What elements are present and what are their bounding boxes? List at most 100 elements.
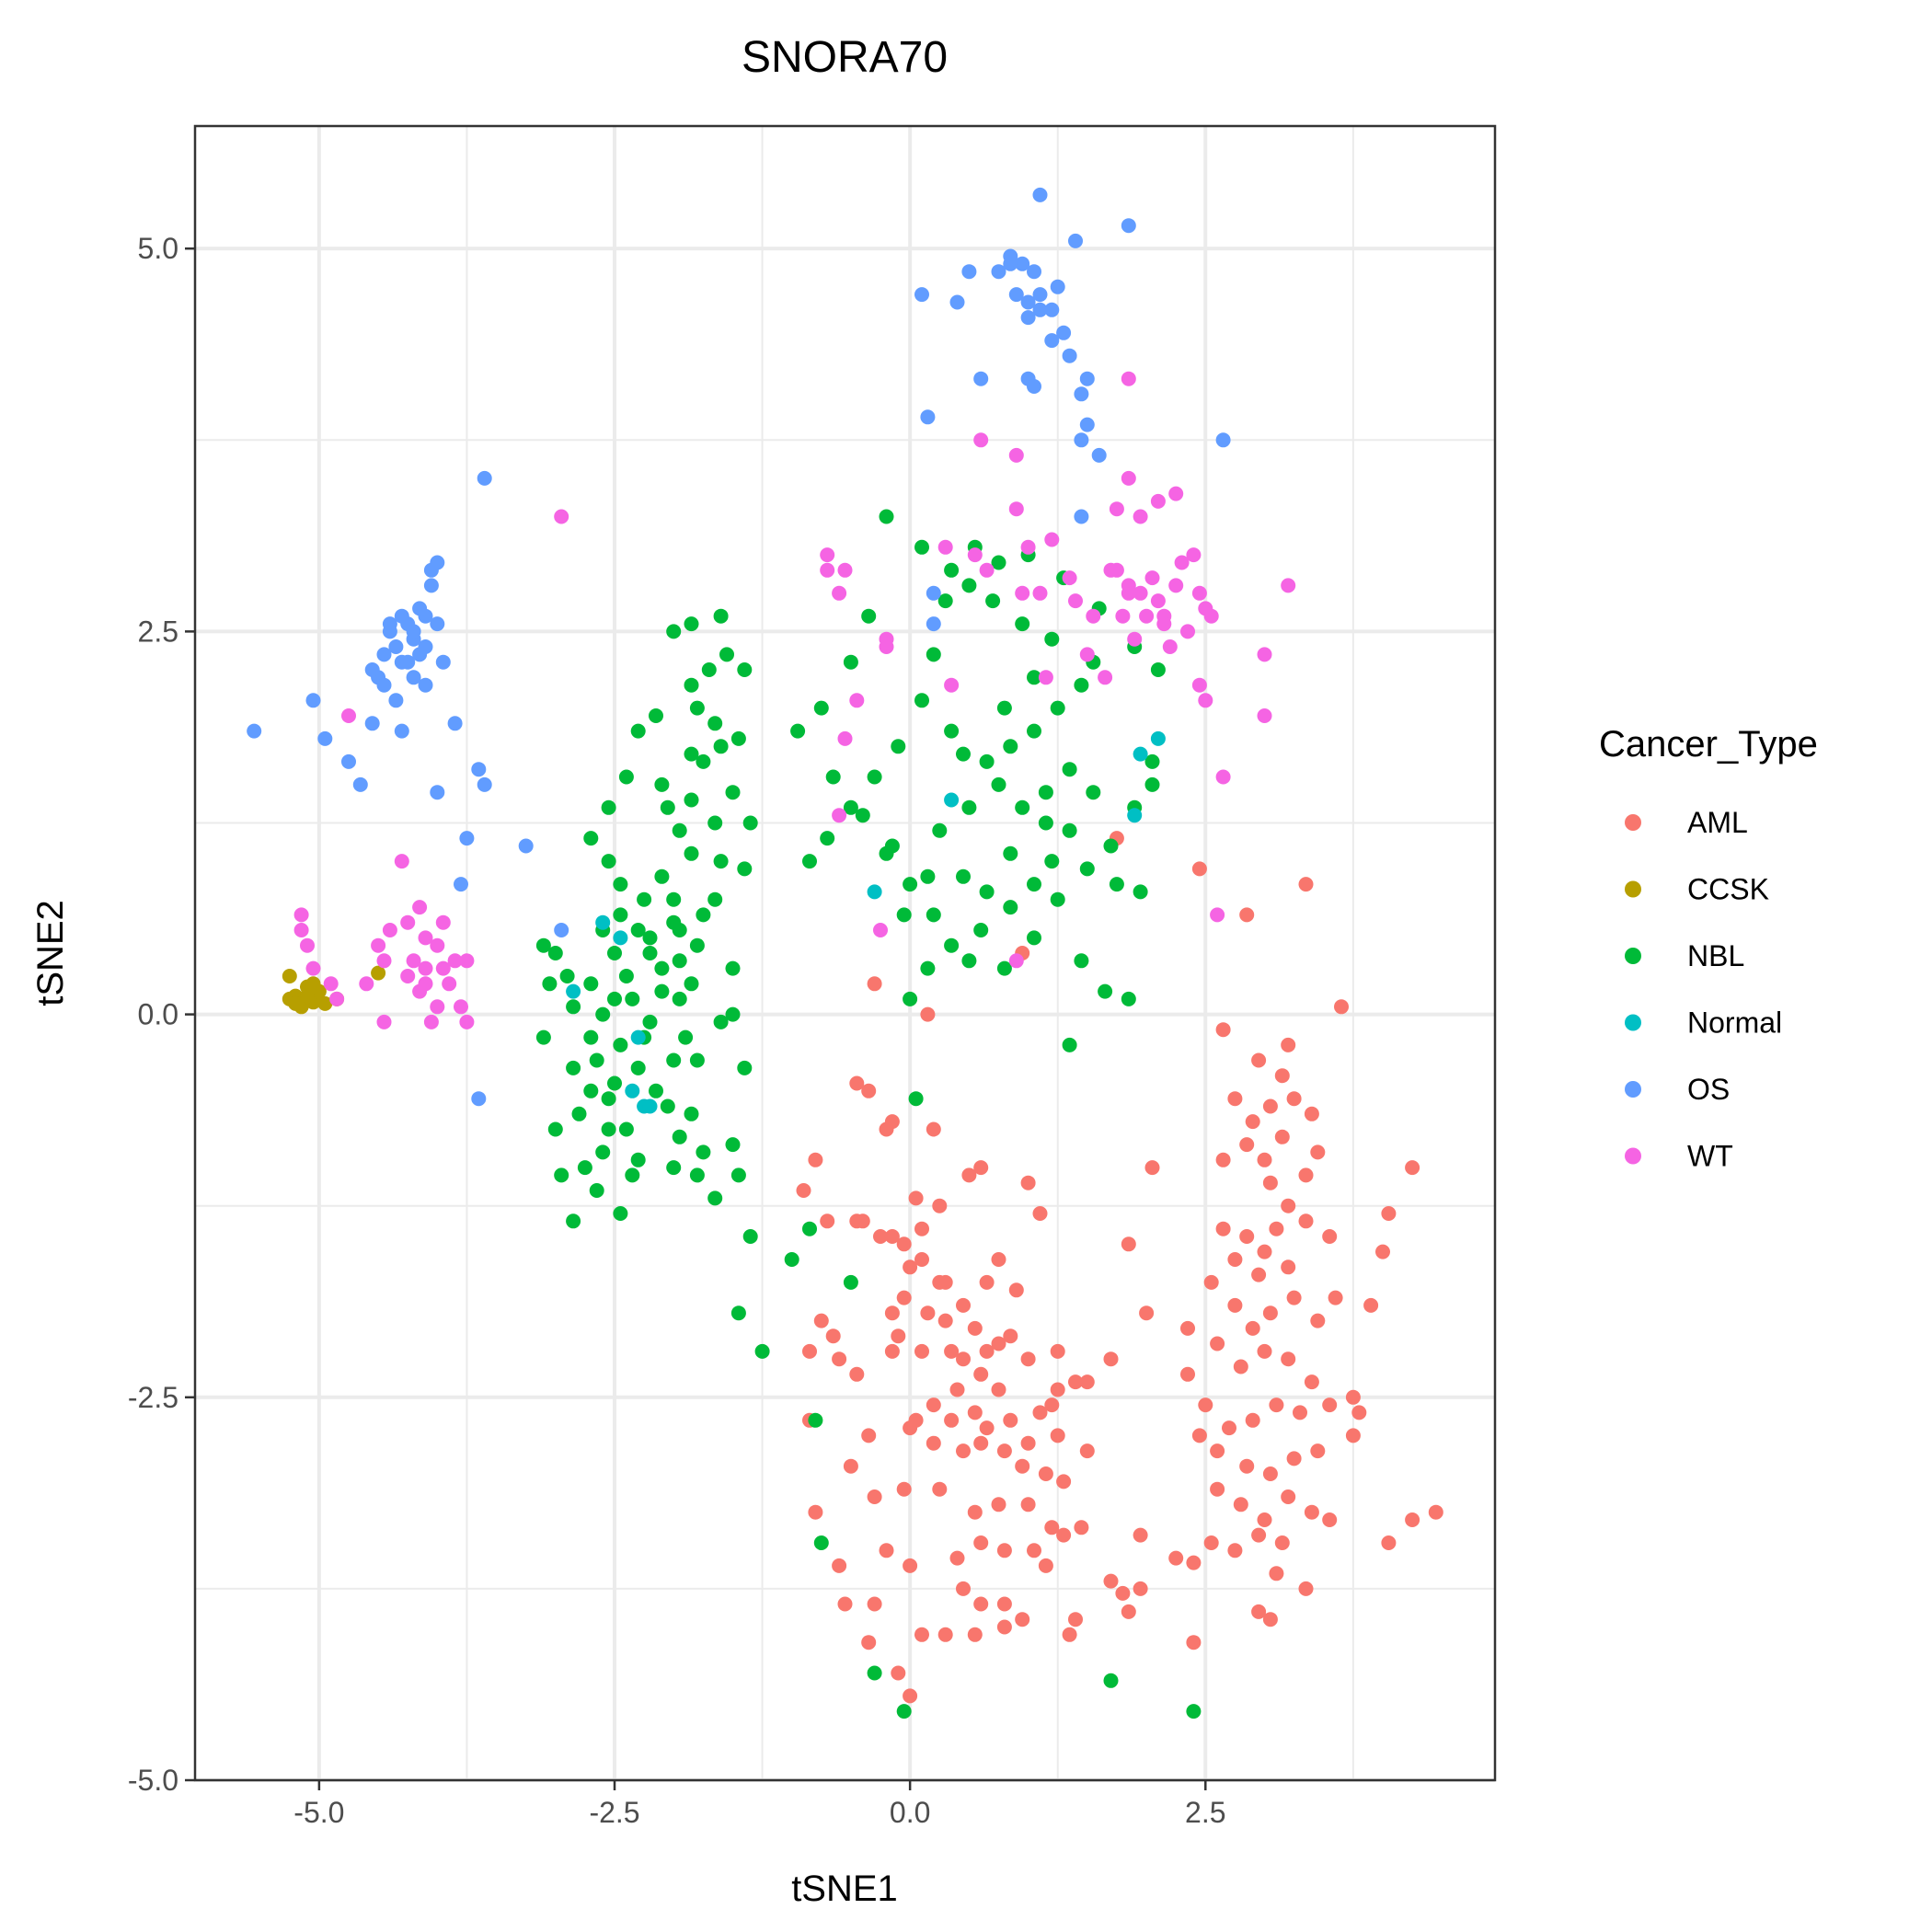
data-point [435,960,451,976]
data-point [991,1497,1006,1512]
data-point [1186,1555,1202,1570]
data-point [1191,861,1207,877]
data-point [311,983,327,999]
data-point [696,753,711,769]
legend-item-aml: AML [1625,806,1748,839]
data-point [825,769,841,785]
data-point [1115,608,1131,624]
data-point [1239,907,1255,923]
data-point [884,1305,900,1321]
data-point [903,1259,918,1275]
data-point [613,1206,628,1221]
data-point [926,647,941,662]
data-point [1274,1068,1290,1084]
legend-item-ccsk: CCSK [1625,873,1769,906]
data-point [583,831,599,846]
data-point [1109,877,1124,892]
data-point [973,1366,989,1382]
data-point [1281,1198,1296,1213]
data-point [1345,1389,1361,1405]
data-point [382,923,397,937]
y-axis: -5.0 -2.5 0.0 2.5 5.0 [128,232,195,1797]
data-point [944,1343,960,1359]
data-point [961,264,977,280]
data-point [1210,1443,1225,1459]
data-point [813,1535,829,1550]
data-point [967,1504,983,1520]
data-point [1133,884,1148,900]
data-point [1304,1374,1319,1390]
data-point [1027,1543,1041,1558]
data-point [1121,585,1136,601]
data-point [678,1029,694,1045]
data-point [832,1351,847,1367]
data-point [1245,1412,1260,1428]
data-point [1079,1443,1095,1459]
data-point [944,792,960,808]
data-point [672,953,687,969]
data-point [1086,608,1101,624]
data-point [1121,218,1136,234]
data-point [926,616,941,632]
data-point [1281,1259,1296,1275]
data-point [879,1121,894,1137]
data-point [630,923,646,937]
data-point [618,1121,634,1137]
data-point [1068,593,1083,609]
data-point [435,654,451,670]
data-point [613,907,628,923]
legend-key [1625,814,1641,831]
data-point [737,662,753,677]
data-point [1150,730,1166,746]
data-point [896,1236,912,1252]
legend-label: AML [1687,806,1748,839]
data-point [1239,1458,1255,1474]
data-point [861,1635,877,1650]
legend-key [1625,1014,1641,1031]
data-point [1198,693,1213,708]
data-point [1027,379,1041,394]
data-point [937,593,953,609]
data-point [601,1121,616,1137]
data-point [1191,1428,1207,1443]
data-point [1133,1581,1148,1596]
data-point [996,1543,1012,1558]
data-point [1127,631,1143,647]
data-point [406,953,421,969]
y-tick-label: 0.0 [138,998,178,1031]
data-point [684,976,699,992]
data-point [837,562,853,578]
data-point [566,983,581,999]
data-point [471,762,487,777]
data-point [1050,279,1065,294]
data-point [1156,616,1172,632]
grid [195,126,1495,1782]
data-point [1310,1443,1326,1459]
data-point [1257,647,1272,662]
data-point [323,976,339,992]
data-point [725,960,741,976]
data-point [400,969,416,983]
data-point [1062,822,1077,838]
data-point [430,616,445,632]
data-point [1121,371,1136,386]
data-point [813,1313,829,1328]
legend: Cancer_Type AML CCSK NBL Normal OS WT [1599,724,1818,1173]
data-point [867,1596,882,1612]
data-point [1215,1152,1231,1167]
data-point [973,1160,989,1176]
data-point [1027,877,1041,892]
data-point [1020,1175,1036,1190]
data-point [1098,983,1113,999]
data-point [920,409,936,425]
data-point [1144,753,1160,769]
data-point [1322,1512,1338,1527]
data-point [1262,1466,1278,1481]
data-point [914,1252,929,1267]
data-point [1245,1114,1260,1130]
data-point [359,976,374,992]
data-point [1003,256,1018,271]
data-point [459,953,475,969]
data-point [1405,1160,1420,1176]
data-point [926,1435,941,1451]
